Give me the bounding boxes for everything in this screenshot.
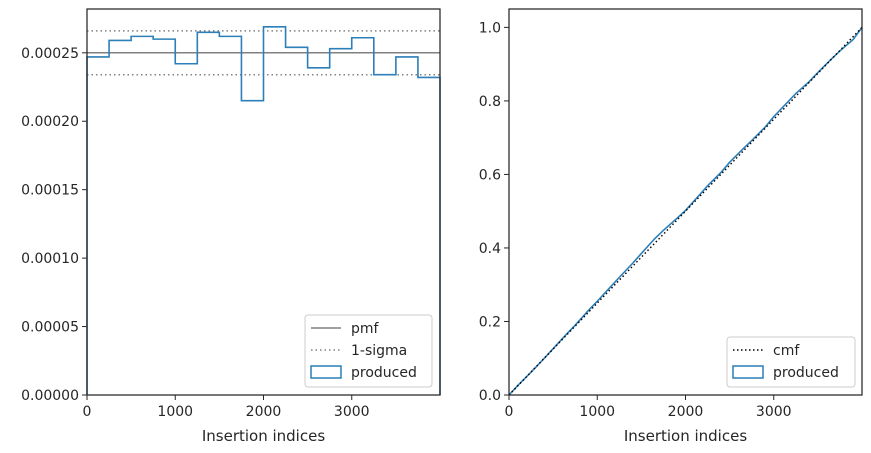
histogram-produced-outline [86,25,441,395]
y-tick-label: 0.00010 [21,251,79,267]
x-axis-title: Insertion indices [624,427,747,445]
chart-left-histogram: 0 1000 2000 3000 0.00000 0.00005 0.00010 0.0001… [21,8,441,445]
x-tick-label: 3000 [756,404,792,420]
produced-cumulative-line [508,26,863,396]
legend-label: produced [351,365,417,381]
y-tick-label: 1.0 [479,20,501,36]
axes-frame [86,8,441,396]
chart-right-cumulative: 0 1000 2000 3000 0.0 0.2 0.4 0.6 0.8 1.0 Insertion… [479,8,863,445]
legend-label: pmf [351,321,380,337]
y-tick-label: 0.2 [479,314,501,330]
legend-label: 1-sigma [351,343,407,359]
legend-left: pmf 1-sigma produced [304,314,433,388]
y-tick-label: 0.00025 [21,46,79,62]
y-tick-label: 0.8 [479,94,501,110]
cmf-line [508,26,863,396]
legend-box [726,336,856,388]
y-tick-label: 0.00020 [21,114,79,130]
y-tick-label: 0.6 [479,167,501,183]
x-tick-label: 0 [83,404,92,420]
y-tick-label: 0.00005 [21,320,79,336]
x-tick-label: 1000 [157,404,193,420]
legend-label: produced [773,365,839,381]
y-tick-label: 0.4 [479,241,501,257]
x-tick-label: 1000 [579,404,615,420]
y-tick-label: 0.0 [479,388,501,404]
x-tick-label: 2000 [668,404,704,420]
legend-box [304,314,433,388]
y-tick-label: 0.00015 [21,183,79,199]
x-tick-label: 0 [505,404,514,420]
legend-label: cmf [773,343,800,359]
y-tick-label: 0.00000 [21,388,79,404]
x-tick-label: 2000 [246,404,282,420]
legend-swatch-produced [732,365,764,379]
x-axis-title: Insertion indices [202,427,325,445]
legend-swatch-produced [310,365,342,379]
axes-frame [508,8,863,396]
legend-right: cmf produced [726,336,856,388]
x-tick-label: 3000 [334,404,370,420]
